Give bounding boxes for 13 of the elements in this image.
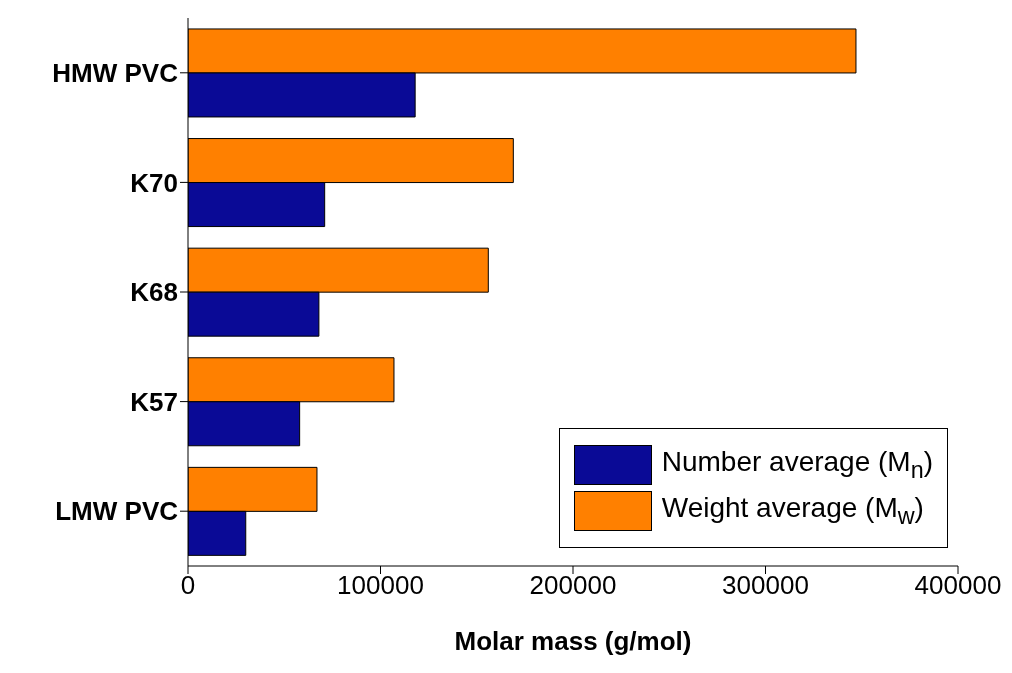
y-tick-label: K70 <box>130 167 178 198</box>
x-tick-label: 100000 <box>337 570 424 601</box>
x-tick-label: 200000 <box>529 570 617 601</box>
y-tick-label: HMW PVC <box>52 58 179 89</box>
x-tick-label: 0 <box>180 570 196 601</box>
x-axis-title: Molar mass (g/mol) <box>454 626 692 656</box>
legend-label: Number average (M$_{n}$) <box>661 446 933 484</box>
y-tick-label: K68 <box>130 277 178 308</box>
x-tick-label: 400000 <box>914 570 1002 601</box>
y-tick-label: K57 <box>130 386 178 417</box>
x-tick-label: 300000 <box>722 570 809 601</box>
y-tick-label: LMW PVC <box>55 496 179 527</box>
legend-label: Weight average (M$_{w}$) <box>661 492 924 530</box>
